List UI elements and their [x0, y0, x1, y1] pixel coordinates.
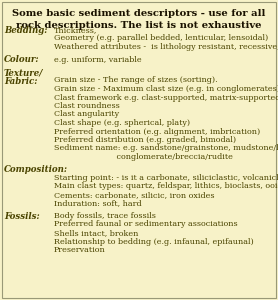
Text: Relationship to bedding (e.g. infaunal, epifaunal): Relationship to bedding (e.g. infaunal, …: [54, 238, 254, 245]
Text: Thickness,: Thickness,: [54, 26, 97, 34]
Text: Main clast types: quartz, feldspar, lithics, bioclasts, ooids: Main clast types: quartz, feldspar, lith…: [54, 182, 278, 190]
Text: Preferred distribution (e.g. graded, bimodal): Preferred distribution (e.g. graded, bim…: [54, 136, 236, 144]
Text: Geometry (e.g. parallel bedded, lenticular, lensoidal): Geometry (e.g. parallel bedded, lenticul…: [54, 34, 268, 43]
Text: Weathered attributes -  is lithology resistant, recessive, cliff-forming?: Weathered attributes - is lithology resi…: [54, 43, 278, 51]
Text: Bedding:: Bedding:: [4, 26, 47, 35]
Text: Induration: soft, hard: Induration: soft, hard: [54, 200, 142, 208]
Text: Preferred orientation (e.g. alignment, imbrication): Preferred orientation (e.g. alignment, i…: [54, 128, 260, 136]
Text: Colour:: Colour:: [4, 56, 39, 64]
Text: Body fossils, trace fossils: Body fossils, trace fossils: [54, 212, 156, 220]
Text: e.g. uniform, variable: e.g. uniform, variable: [54, 56, 142, 64]
Text: Texture/: Texture/: [4, 68, 43, 77]
Text: Some basic sediment descriptors - use for all
rock descriptions. The list is not: Some basic sediment descriptors - use fo…: [12, 9, 266, 30]
Text: Cements: carbonate, silicic, iron oxides: Cements: carbonate, silicic, iron oxides: [54, 191, 215, 199]
Text: Sediment name: e.g. sandstone/grainstone, mudstone/lutite: Sediment name: e.g. sandstone/grainstone…: [54, 145, 278, 152]
Text: Preferred faunal or sedimentary associations: Preferred faunal or sedimentary associat…: [54, 220, 238, 229]
Text: conglomerate/breccia/rudite: conglomerate/breccia/rudite: [54, 153, 233, 161]
Text: Fossils:: Fossils:: [4, 212, 40, 221]
Text: Clast angularity: Clast angularity: [54, 110, 119, 118]
Text: Preservation: Preservation: [54, 246, 106, 254]
Text: Clast shape (e.g. spherical, platy): Clast shape (e.g. spherical, platy): [54, 119, 190, 127]
Text: Grain size - The range of sizes (sorting).: Grain size - The range of sizes (sorting…: [54, 76, 218, 85]
Text: Clast framework e.g. clast-supported, matrix-supported, variable: Clast framework e.g. clast-supported, ma…: [54, 94, 278, 101]
Text: Composition:: Composition:: [4, 166, 68, 175]
Text: Grain size - Maximum clast size (e.g. in conglomerates): Grain size - Maximum clast size (e.g. in…: [54, 85, 278, 93]
Text: Starting point: - is it a carbonate, siliciclastic, volcaniclastic?: Starting point: - is it a carbonate, sil…: [54, 174, 278, 182]
Text: Fabric:: Fabric:: [4, 76, 37, 85]
Text: Clast roundness: Clast roundness: [54, 102, 120, 110]
Text: Shells intact, broken: Shells intact, broken: [54, 229, 138, 237]
